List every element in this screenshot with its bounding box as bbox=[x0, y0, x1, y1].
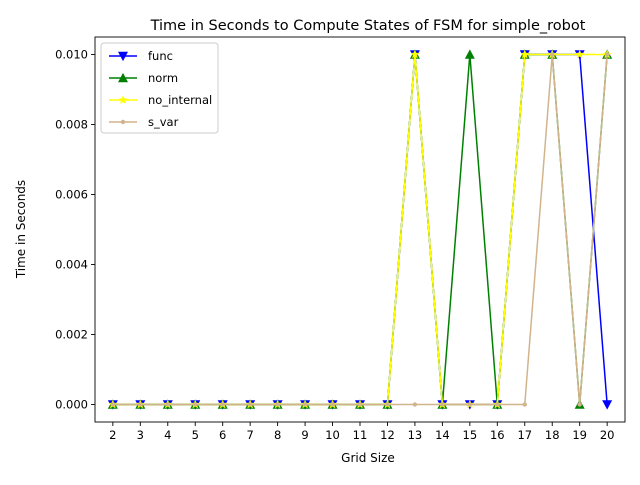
x-axis-label: Grid Size bbox=[341, 451, 395, 465]
legend-label: norm bbox=[148, 71, 178, 85]
data-point-s_var bbox=[165, 402, 170, 407]
data-point-s_var bbox=[220, 402, 225, 407]
legend-box bbox=[100, 42, 219, 134]
y-tick-label: 0.010 bbox=[55, 48, 88, 62]
y-tick-label: 0.006 bbox=[55, 188, 88, 202]
x-tick-label: 10 bbox=[325, 428, 340, 442]
y-tick-label: 0.002 bbox=[55, 328, 88, 342]
data-point-s_var bbox=[604, 52, 610, 57]
legend-label: no_internal bbox=[148, 93, 212, 107]
data-point-s_var bbox=[302, 402, 308, 407]
legend-label: func bbox=[148, 49, 173, 63]
y-tick-label: 0.000 bbox=[55, 398, 88, 412]
chart-title: Time in Seconds to Compute States of FSM… bbox=[150, 18, 586, 34]
x-tick-label: 20 bbox=[600, 428, 615, 442]
y-tick-label: 0.004 bbox=[55, 258, 88, 272]
data-point-s_var bbox=[495, 402, 500, 407]
y-tick-label: 0.008 bbox=[55, 118, 88, 132]
x-tick-label: 19 bbox=[572, 428, 587, 442]
x-tick-label: 4 bbox=[164, 428, 171, 442]
data-point-s_var bbox=[550, 52, 555, 57]
data-point-s_var bbox=[577, 402, 582, 407]
data-point-s_var bbox=[138, 402, 143, 407]
data-point-no_internal bbox=[410, 49, 420, 59]
data-point-s_var bbox=[247, 402, 253, 407]
y-axis-label: Time in Seconds bbox=[14, 180, 28, 279]
x-tick-label: 13 bbox=[408, 428, 423, 442]
data-point-s_var bbox=[275, 402, 280, 407]
data-point-norm bbox=[464, 49, 475, 59]
legend-marker bbox=[120, 119, 126, 125]
x-tick-label: 17 bbox=[517, 428, 532, 442]
plot-area: 2 3 4 5 6 7 8 9 10 11 12 13 14 15 16 17 18 19 20 0.000 0.002… bbox=[55, 36, 626, 442]
x-tick-label: 3 bbox=[137, 428, 144, 442]
x-tick-label: 15 bbox=[463, 428, 478, 442]
x-tick-label: 5 bbox=[192, 428, 199, 442]
x-tick-label: 14 bbox=[435, 428, 450, 442]
legend: func norm no_internal s_var bbox=[100, 42, 219, 134]
data-point-s_var bbox=[357, 402, 363, 407]
x-tick-label: 12 bbox=[380, 428, 395, 442]
data-point-s_var bbox=[385, 402, 390, 407]
data-point-s_var bbox=[467, 402, 473, 407]
data-point-no_internal bbox=[575, 49, 585, 59]
series-s_var bbox=[110, 52, 610, 407]
x-tick-label: 6 bbox=[219, 428, 226, 442]
data-point-s_var bbox=[440, 402, 445, 407]
data-point-s_var bbox=[330, 402, 335, 407]
x-tick-label: 9 bbox=[301, 428, 308, 442]
x-tick-label: 16 bbox=[490, 428, 505, 442]
data-point-s_var bbox=[522, 402, 527, 407]
legend-marker bbox=[118, 51, 128, 62]
data-point-func bbox=[602, 400, 613, 410]
x-tick-label: 11 bbox=[353, 428, 368, 442]
x-tick-label: 8 bbox=[274, 428, 281, 442]
legend-marker bbox=[118, 72, 128, 83]
data-point-s_var bbox=[193, 402, 198, 407]
x-tick-label: 18 bbox=[545, 428, 560, 442]
x-tick-label: 2 bbox=[109, 428, 116, 442]
data-point-s_var bbox=[110, 402, 116, 407]
data-point-no_internal bbox=[520, 49, 530, 59]
x-tick-label: 7 bbox=[246, 428, 253, 442]
legend-label: s_var bbox=[148, 115, 179, 129]
legend-marker bbox=[118, 95, 128, 104]
data-point-s_var bbox=[412, 402, 418, 407]
